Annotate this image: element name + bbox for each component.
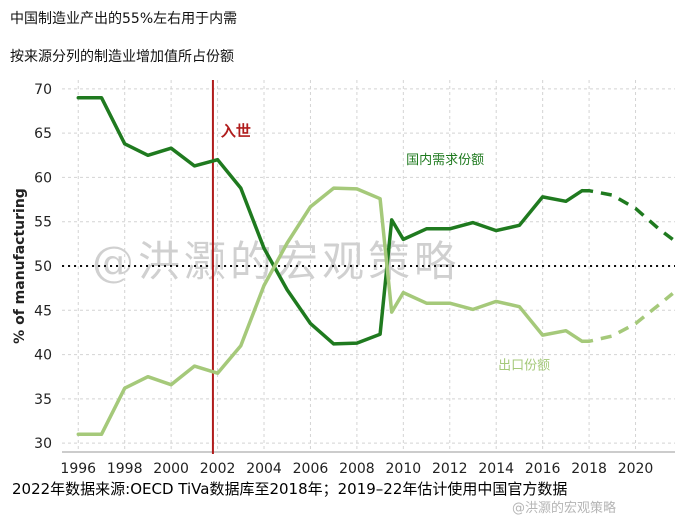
y-tick-label: 40 [34,348,52,364]
export-share-line [76,186,584,437]
x-tick-label: 2012 [432,461,468,477]
domestic-share-projection [582,188,674,241]
x-tick-label: 2008 [339,461,375,477]
axes: 30 35 40 45 50 55 60 65 70 1996 1998 2000 2002 2004 20… [12,80,675,477]
y-tick-label: 30 [34,436,52,452]
domestic-share-label: 国内需求份额 [406,152,484,168]
y-tick-label: 60 [34,170,52,186]
x-tick-label: 1998 [107,461,143,477]
export-share-projection [582,292,674,344]
chart-subtitle: 按来源分列的制造业增加值所占份额 [10,49,234,65]
x-tick-label: 2000 [153,461,189,477]
x-tick-label: 2010 [386,461,422,477]
export-share-label: 出口份额 [498,359,550,374]
grid [62,80,675,452]
x-tick-label: 1996 [60,461,96,477]
x-tick-label: 2002 [200,461,236,477]
domestic-share-line [76,95,584,346]
x-tick-label: 2020 [618,461,654,477]
x-tick-label: 2004 [246,461,282,477]
series-lines [76,95,674,437]
chart-title: 中国制造业产出的55%左右用于内需 [10,11,238,27]
y-tick-label: 55 [34,215,52,231]
y-tick-label: 70 [34,82,52,98]
source-note: 2022年数据来源:OECD TiVa数据库至2018年；2019–22年估计使… [12,480,568,498]
x-tick-label: 2016 [525,461,561,477]
y-axis-label: % of manufacturing [12,188,28,344]
x-tick-label: 2014 [478,461,514,477]
y-tick-label: 65 [34,126,52,142]
x-tick-label: 2018 [571,461,607,477]
y-tick-label: 50 [34,259,52,275]
credit-text: @洪灏的宏观策略 [512,501,617,516]
wto-accession-label: 入世 [221,122,251,140]
y-tick-label: 35 [34,392,52,408]
x-tick-label: 2006 [293,461,329,477]
y-tick-label: 45 [34,303,52,319]
watermark-text: @洪灏的宏观策略 [92,237,460,286]
